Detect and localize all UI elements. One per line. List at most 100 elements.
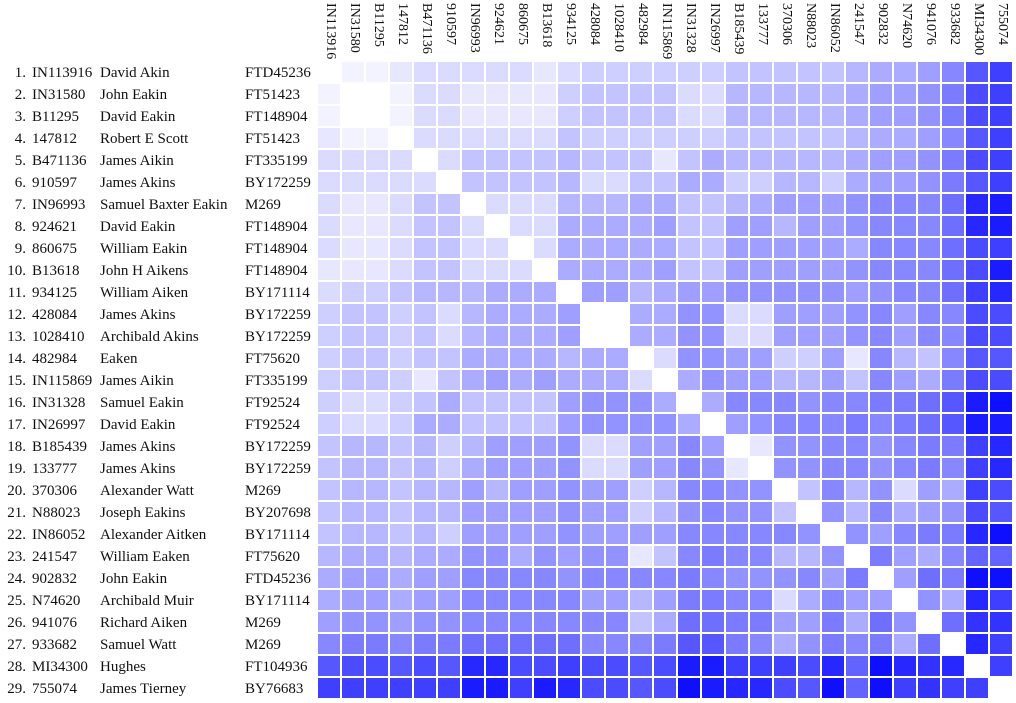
heatmap-cell <box>366 678 388 698</box>
heatmap-cell <box>798 128 820 148</box>
heatmap-cell <box>606 612 628 632</box>
heatmap-cell <box>990 84 1012 104</box>
heatmap-cell <box>750 502 772 522</box>
heatmap-cell <box>534 128 556 148</box>
heatmap-cell <box>630 172 652 192</box>
heatmap-cell <box>870 612 892 632</box>
member-name: David Eakin <box>100 109 176 125</box>
heatmap-cell <box>798 150 820 170</box>
heatmap-cell <box>702 216 724 236</box>
heatmap-cell <box>486 634 508 654</box>
heatmap-cell <box>414 546 436 566</box>
heatmap-cell <box>894 414 916 434</box>
heatmap-cell <box>366 480 388 500</box>
heatmap-cell <box>870 282 892 302</box>
heatmap-cell <box>582 238 604 258</box>
heatmap-cell <box>750 282 772 302</box>
heatmap-cell <box>342 106 364 126</box>
heatmap-cell <box>318 480 340 500</box>
member-name: Alexander Watt <box>100 483 194 499</box>
heatmap-cell <box>966 62 988 82</box>
heatmap-cell <box>582 634 604 654</box>
heatmap-cell <box>534 106 556 126</box>
heatmap-cell <box>582 282 604 302</box>
heatmap-cell <box>342 260 364 280</box>
heatmap-cell <box>702 612 724 632</box>
heatmap-cell <box>606 502 628 522</box>
heatmap-cell <box>966 348 988 368</box>
heatmap-cell <box>774 260 796 280</box>
heatmap-cell <box>894 348 916 368</box>
heatmap-cell <box>774 458 796 478</box>
heatmap-cell <box>774 106 796 126</box>
heatmap-cell <box>510 502 532 522</box>
heatmap-cell <box>318 502 340 522</box>
heatmap-cell <box>726 678 748 698</box>
heatmap-cell <box>942 678 964 698</box>
heatmap-cell <box>990 194 1012 214</box>
heatmap-cell <box>870 150 892 170</box>
heatmap-cell <box>462 348 484 368</box>
heatmap-cell <box>894 392 916 412</box>
heatmap-cell <box>942 458 964 478</box>
heatmap-cell <box>606 282 628 302</box>
heatmap-cell <box>846 480 868 500</box>
heatmap-cell <box>990 436 1012 456</box>
heatmap-cell <box>966 260 988 280</box>
heatmap-cell <box>630 524 652 544</box>
heatmap-cell <box>990 524 1012 544</box>
heatmap-cell <box>846 590 868 610</box>
kit-id: B11295 <box>32 109 79 125</box>
column-header: IN26997 <box>707 3 722 53</box>
row-number: 10. <box>7 263 26 279</box>
member-name: Archibald Akins <box>100 329 199 345</box>
heatmap-cell <box>894 172 916 192</box>
heatmap-cell <box>774 370 796 390</box>
heatmap-cell <box>414 172 436 192</box>
heatmap-cell <box>774 216 796 236</box>
heatmap-cell <box>918 436 940 456</box>
heatmap-cell <box>438 392 460 412</box>
heatmap-cell <box>918 392 940 412</box>
heatmap-cell <box>534 678 556 698</box>
heatmap-cell <box>486 84 508 104</box>
heatmap-cell <box>966 524 988 544</box>
heatmap-cell <box>870 260 892 280</box>
heatmap-cell <box>510 590 532 610</box>
heatmap-cell <box>630 568 652 588</box>
heatmap-cell <box>702 194 724 214</box>
haplogroup: FT92524 <box>245 417 301 433</box>
heatmap-cell <box>606 260 628 280</box>
heatmap-cell <box>486 392 508 412</box>
heatmap-cell <box>726 568 748 588</box>
heatmap-cell <box>606 348 628 368</box>
heatmap-cell <box>342 590 364 610</box>
heatmap-cell <box>822 150 844 170</box>
heatmap-cell <box>582 172 604 192</box>
heatmap-cell <box>390 172 412 192</box>
row-number: 20. <box>7 483 26 499</box>
heatmap-cell <box>318 84 340 104</box>
haplogroup: FT51423 <box>245 87 301 103</box>
member-name: William Eaken <box>100 549 190 565</box>
heatmap-cell <box>654 546 676 566</box>
heatmap-cell <box>414 348 436 368</box>
heatmap-cell <box>918 238 940 258</box>
heatmap-cell <box>582 546 604 566</box>
heatmap-cell <box>654 480 676 500</box>
member-name: David Eakin <box>100 219 176 235</box>
heatmap-cell <box>582 656 604 676</box>
heatmap-cell <box>726 546 748 566</box>
heatmap-cell <box>774 282 796 302</box>
heatmap-cell <box>414 568 436 588</box>
heatmap-cell <box>990 458 1012 478</box>
heatmap-cell <box>582 304 604 324</box>
heatmap-cell <box>918 62 940 82</box>
haplogroup: BY172259 <box>245 307 311 323</box>
heatmap-cell <box>726 194 748 214</box>
heatmap-cell <box>510 150 532 170</box>
heatmap-cell <box>750 634 772 654</box>
heatmap-cell <box>846 612 868 632</box>
heatmap-cell <box>678 326 700 346</box>
row-number: 17. <box>7 417 26 433</box>
